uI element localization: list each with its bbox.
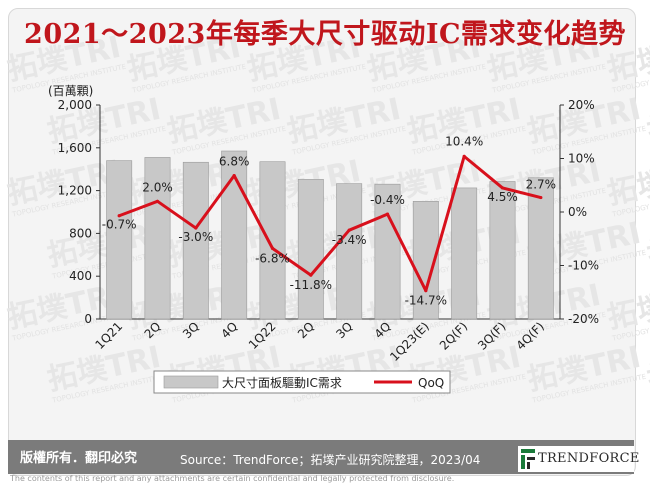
x-axis-tick-label: 4Q: [372, 319, 394, 341]
demand-bar: [297, 179, 324, 320]
demand-bar: [527, 177, 554, 320]
x-axis-tick-label: 3Q: [180, 319, 202, 341]
demand-bar: [144, 157, 171, 320]
qoq-point: [232, 174, 236, 178]
qoq-point: [500, 186, 505, 190]
qoq-point: [309, 273, 313, 277]
rights-text: 版權所有．翻印必究: [20, 451, 138, 466]
qoq-data-label: -14.7%: [405, 294, 447, 308]
right-axis-tick-label: -20%: [568, 312, 599, 326]
qoq-data-label: -0.4%: [370, 193, 405, 207]
x-axis-tick-label: 2Q: [142, 319, 164, 341]
x-axis-tick-label: 1Q22: [246, 319, 279, 352]
y-axis-unit-label: (百萬顆): [48, 84, 93, 98]
legend-box: [153, 370, 451, 394]
legend-bar-swatch: [163, 375, 219, 389]
x-axis-tick-label: 1Q21: [93, 319, 126, 352]
qoq-data-label: 4.5%: [487, 190, 518, 204]
demand-bar: [336, 183, 363, 320]
qoq-point: [155, 199, 160, 203]
x-axis-tick-label: 2Q(F): [437, 319, 470, 352]
left-axis-tick-label: 400: [69, 269, 92, 283]
right-axis-tick-label: -10%: [568, 259, 599, 273]
qoq-line: [118, 154, 542, 293]
demand-bar: [106, 160, 133, 320]
legend-bar-label: 大尺寸面板驅動IC需求: [222, 376, 342, 390]
qoq-data-label: -11.8%: [290, 278, 332, 292]
qoq-point: [462, 154, 466, 158]
qoq-data-label: 2.0%: [142, 180, 173, 194]
demand-bar: [451, 187, 478, 320]
left-axis-tick-label: 800: [69, 226, 92, 240]
watermark-mark: 拓墣TRI: [644, 92, 650, 150]
x-axis-tick-label: 4Q: [218, 319, 240, 341]
x-axis-tick-label: 1Q23(E): [387, 319, 432, 364]
left-axis-tick-label: 2,000: [58, 98, 92, 112]
right-axis-tick-label: 0%: [568, 205, 587, 219]
demand-bar: [374, 183, 401, 320]
qoq-point: [347, 228, 351, 232]
qoq-data-label: 6.8%: [219, 155, 250, 169]
x-axis-tick-label: 3Q(F): [475, 319, 508, 352]
x-axis-tick-label: 2Q: [295, 319, 317, 341]
left-axis-tick-label: 1,600: [58, 141, 92, 155]
watermark-mark: 拓墣TRI: [644, 340, 650, 398]
x-axis-tick-label: 4Q(F): [513, 319, 546, 352]
qoq-point: [117, 214, 121, 218]
qoq-data-label: -0.7%: [102, 218, 137, 232]
demand-bar: [259, 161, 286, 320]
qoq-data-label: 10.4%: [445, 134, 483, 148]
qoq-point: [424, 289, 428, 293]
right-axis-tick-label: 10%: [568, 152, 595, 166]
watermark-mark: 拓墣TRI: [644, 216, 650, 274]
legend-line-label: QoQ: [418, 376, 444, 390]
right-axis-tick-label: 20%: [568, 98, 595, 112]
qoq-data-label: -3.0%: [178, 230, 213, 244]
left-axis-tick-label: 1,200: [58, 184, 92, 198]
source-text: Source：TrendForce；拓墣产业研究院整理，2023/04: [180, 453, 481, 467]
disclaimer-text: The contents of this report and any atta…: [10, 474, 455, 483]
qoq-point: [270, 246, 275, 250]
qoq-data-label: -3.4%: [332, 233, 367, 247]
brand-name: TRENDFORCE: [538, 451, 640, 466]
demand-bar: [221, 150, 248, 320]
qoq-data-label: 2.7%: [526, 178, 557, 192]
trendforce-logo-icon: [521, 449, 535, 469]
qoq-point: [194, 226, 198, 230]
demand-bar: [182, 161, 209, 320]
left-axis-tick-label: 0: [84, 312, 92, 326]
x-axis-tick-label: 3Q: [333, 319, 355, 341]
chart-title: 2021～2023年每季大尺寸驱动IC需求变化趋势: [24, 19, 626, 50]
demand-bar: [489, 181, 516, 320]
qoq-point: [539, 195, 543, 200]
qoq-point: [385, 212, 390, 216]
brand-logo: [518, 446, 634, 472]
qoq-data-label: -6.8%: [255, 251, 290, 265]
